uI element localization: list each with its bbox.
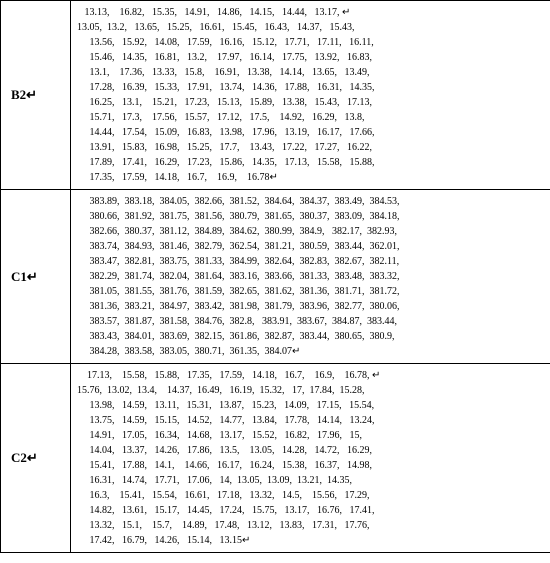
table-body: B2↵ 13.13, 16.82, 15.35, 14.91, 14.86, 1… — [1, 1, 550, 553]
return-arrow-icon: ↵ — [27, 450, 38, 465]
table-row: C2↵ 17.13, 15.58, 15.88, 17.35, 17.59, 1… — [1, 364, 550, 553]
row-label: B2↵ — [1, 1, 71, 190]
row-label: C2↵ — [1, 364, 71, 553]
row-data: 17.13, 15.58, 15.88, 17.35, 17.59, 14.18… — [71, 364, 550, 553]
row-label: C1↵ — [1, 190, 71, 364]
row-data: 383.89, 383.18, 384.05, 382.66, 381.52, … — [71, 190, 550, 364]
data-table: B2↵ 13.13, 16.82, 15.35, 14.91, 14.86, 1… — [0, 0, 550, 553]
table-row: C1↵ 383.89, 383.18, 384.05, 382.66, 381.… — [1, 190, 550, 364]
return-arrow-icon: ↵ — [26, 87, 37, 102]
return-arrow-icon: ↵ — [27, 269, 38, 284]
table-row: B2↵ 13.13, 16.82, 15.35, 14.91, 14.86, 1… — [1, 1, 550, 190]
row-data: 13.13, 16.82, 15.35, 14.91, 14.86, 14.15… — [71, 1, 550, 190]
